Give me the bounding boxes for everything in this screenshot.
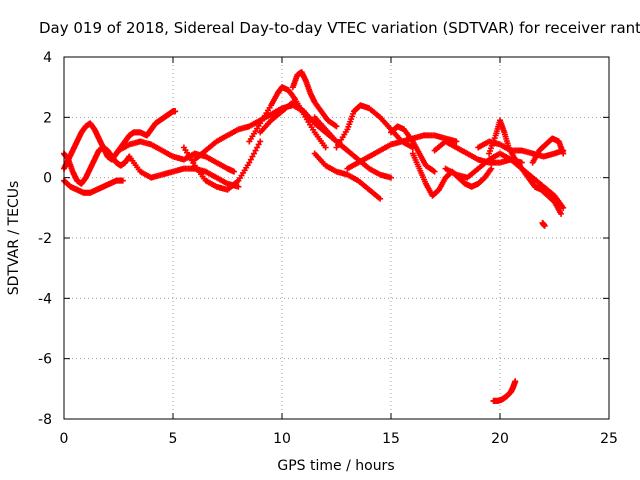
series-arc-14 [333,102,416,151]
y-tick-label: 0 [43,171,52,187]
series-arc-4 [115,138,238,175]
x-axis-label: GPS time / hours [277,458,394,474]
series-arc-21 [486,117,565,217]
series-arc-16 [388,123,438,175]
data-point [453,138,460,145]
data-point [249,153,256,160]
x-tick-label: 5 [169,431,178,447]
y-axis-label: SDTVAR / TECUs [6,181,22,296]
x-tick-label: 20 [491,431,509,447]
series-arc-15 [344,132,460,172]
y-tick-label: -8 [38,412,52,428]
data-point [255,141,262,148]
series-arc-11 [289,69,340,130]
data-point [172,108,179,115]
y-tick-label: 4 [43,50,52,66]
chart-title: Day 019 of 2018, Sidereal Day-to-day VTE… [39,19,640,37]
data-point [377,195,384,202]
data-point [257,138,264,145]
y-tick-label: -6 [38,352,52,368]
data-point [560,204,567,211]
data-point [250,150,257,157]
data-point [247,156,254,163]
x-tick-label: 15 [382,431,400,447]
series-arc-5 [143,108,179,139]
y-tick-label: -4 [38,291,52,307]
data-point [512,378,519,385]
data-point [235,183,242,190]
data-point [252,147,259,154]
series-arc-7 [180,138,264,193]
data-point [119,177,126,184]
series-arc-23 [490,378,519,404]
y-tick-label: -2 [38,231,52,247]
plot-frame [63,56,610,420]
x-tick-label: 0 [60,431,69,447]
data-point [246,159,253,166]
data-point [231,168,238,175]
y-tick-label: 2 [43,110,52,126]
series-arc-2 [61,177,126,196]
data-point [431,168,438,175]
series-arc-8 [191,102,307,163]
data-point [541,222,548,229]
data-point [560,150,567,157]
x-tick-labels: 0 5 10 15 20 25 [60,431,618,447]
data-point [333,123,340,130]
x-tick-label: 25 [600,431,618,447]
series-arc-24 [539,219,548,229]
data-point [488,165,495,172]
data-point [322,144,329,151]
data-points [61,69,567,404]
y-tick-labels: -8 -6 -4 -2 0 2 4 [38,50,52,428]
series-arc-12 [311,114,394,181]
data-point [388,174,394,181]
data-point [254,144,261,151]
grid-lines [64,57,609,419]
series-arc-9 [246,84,329,151]
data-point [558,210,565,217]
x-tick-label: 10 [273,431,291,447]
series-arc-22 [529,135,567,166]
series-arc-13 [311,150,384,202]
